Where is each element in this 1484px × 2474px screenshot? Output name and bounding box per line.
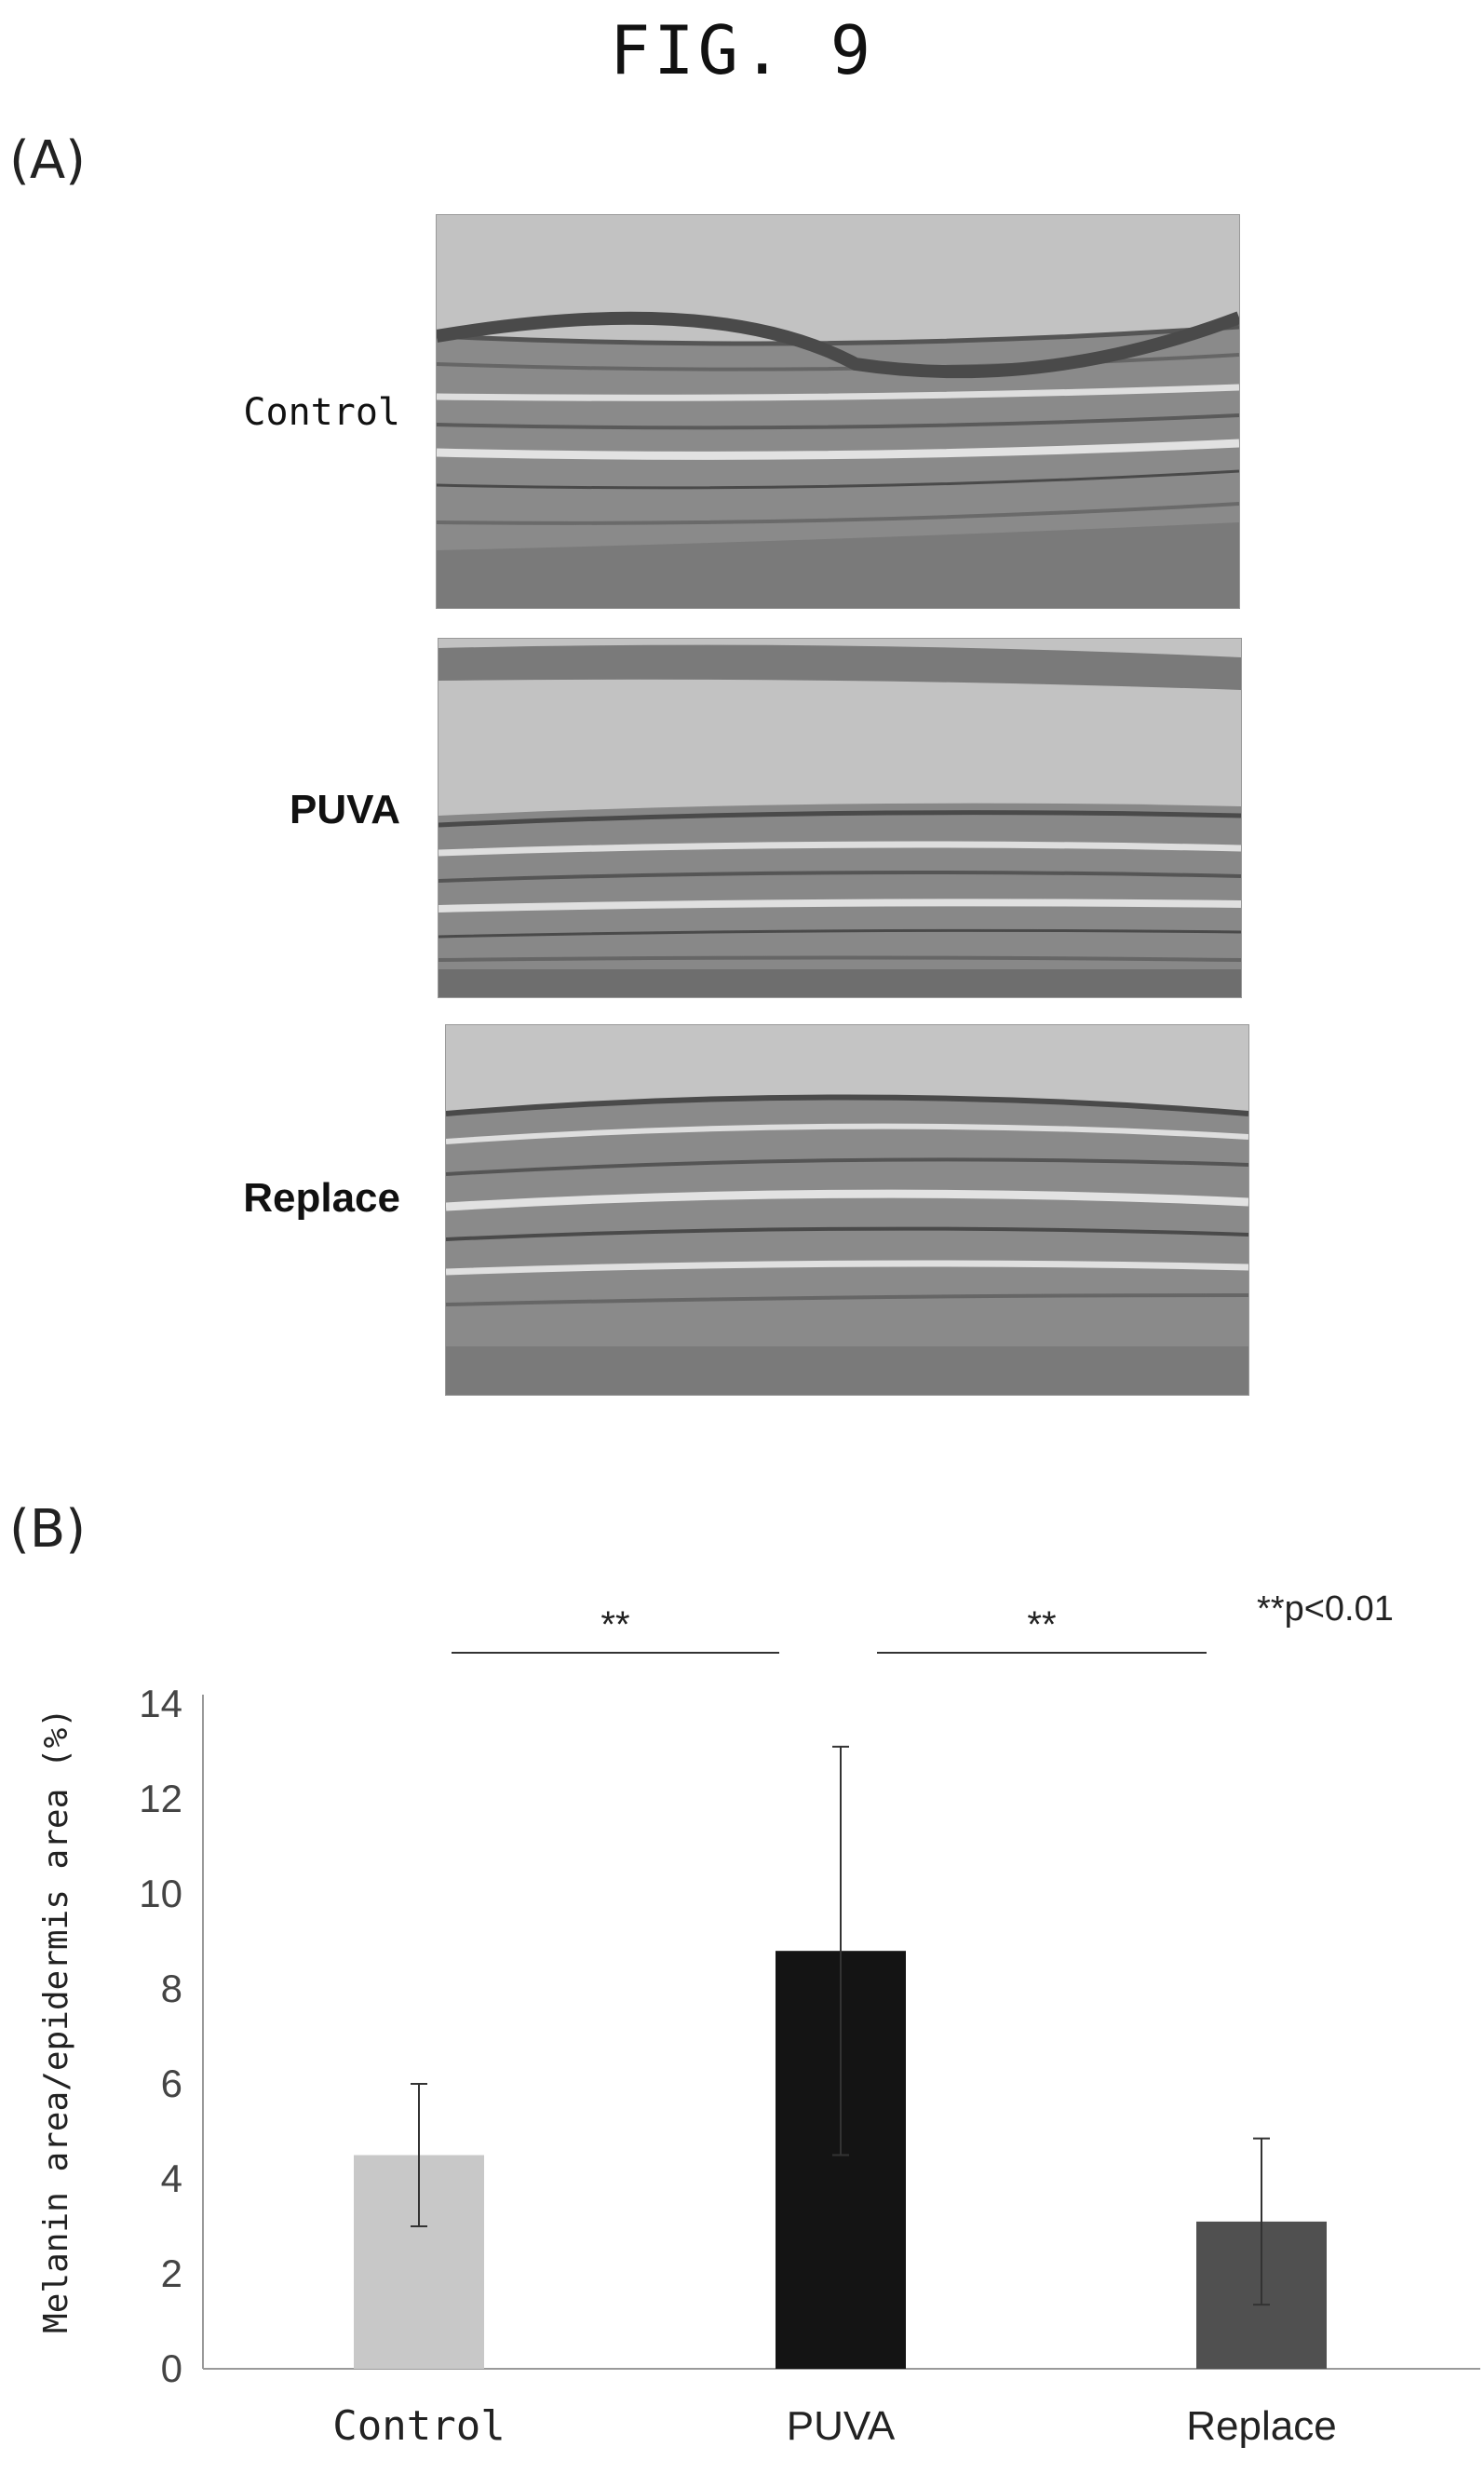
control-micrograph [436,214,1240,609]
significance-label: ** [1027,1604,1056,1645]
replace-image-label: Replace [121,1175,400,1222]
significance-label: ** [600,1604,629,1645]
y-tick-label: 14 [139,1682,182,1725]
melanin-bar-chart: Melanin area/epidermis area (%) **p<0.01… [0,1583,1484,2474]
significance-bracket-2: ** [877,1604,1207,1653]
y-tick-label: 0 [161,2346,182,2390]
replace-micrograph [445,1024,1249,1396]
puva-micrograph [438,638,1242,998]
y-tick-label: 12 [139,1777,182,1820]
y-tick-label: 8 [161,1967,182,2010]
y-axis-label: Melanin area/epidermis area (%) [37,1708,75,2333]
category-label-puva: PUVA [787,2403,896,2449]
y-tick-label: 6 [161,2062,182,2105]
figure-title: FIG. 9 [0,11,1484,89]
category-label-control: Control [332,2402,505,2450]
category-label-replace: Replace [1186,2403,1336,2449]
panel-a-label: (A) [9,130,86,191]
y-tick-label: 2 [161,2251,182,2295]
control-image-label: Control [121,391,400,434]
y-tick-label: 4 [161,2156,182,2200]
significance-note: **p<0.01 [1257,1589,1394,1629]
significance-bracket-1: ** [452,1604,779,1653]
panel-b-label: (B) [9,1499,86,1560]
puva-image-label: PUVA [121,787,400,833]
y-tick-label: 10 [139,1872,182,1915]
